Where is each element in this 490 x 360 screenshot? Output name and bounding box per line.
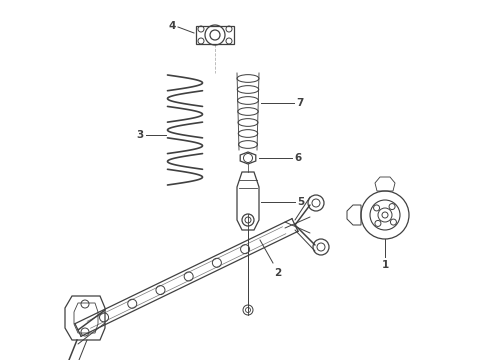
Text: 6: 6 bbox=[294, 153, 301, 163]
Text: 7: 7 bbox=[296, 98, 303, 108]
Text: 3: 3 bbox=[136, 130, 144, 140]
Text: 2: 2 bbox=[274, 268, 282, 278]
Text: 5: 5 bbox=[297, 197, 304, 207]
Text: 1: 1 bbox=[381, 260, 389, 270]
Text: 4: 4 bbox=[169, 21, 176, 31]
